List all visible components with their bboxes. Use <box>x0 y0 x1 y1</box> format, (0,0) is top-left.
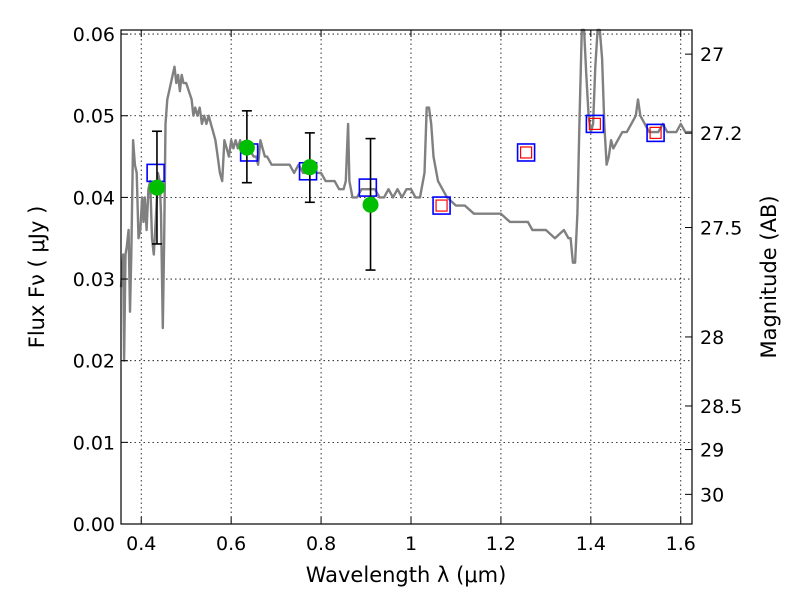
y-tick-label: 0.05 <box>73 106 115 128</box>
y-tick-label: 0.02 <box>73 351 115 373</box>
photometry-markers-layer <box>146 110 665 271</box>
y-tick-label: 0.04 <box>73 187 115 209</box>
blue-square-marker <box>358 178 378 197</box>
x-tick-label: 1.6 <box>666 533 696 555</box>
x-tick-label: 0.8 <box>306 533 336 555</box>
x-tick-label: 0.6 <box>216 533 246 555</box>
mag-tick-label: 30 <box>700 484 724 506</box>
axis-ticks-layer: 0.4 0.6 0.8 1 1.2 1.4 1.6 0.00 0.01 0.02 0.03 0.04 0… <box>73 24 743 555</box>
model-spectrum-layer <box>119 28 692 362</box>
grid-lines <box>121 30 692 525</box>
model-spectrum-line <box>119 28 692 362</box>
blue-square-marker <box>432 196 451 215</box>
y-tick-label: 0.03 <box>73 269 115 291</box>
y-tick-label: 0.00 <box>73 514 115 536</box>
green-data-point <box>238 139 255 156</box>
plot-frame <box>120 29 693 525</box>
x-tick-label: 1.4 <box>576 533 606 555</box>
mag-tick-label: 27 <box>700 44 724 66</box>
green-data-point <box>362 196 379 213</box>
x-axis-label: Wavelength λ (μm) <box>306 563 507 587</box>
red-square-marker <box>435 199 448 212</box>
blue-square-marker <box>516 143 536 162</box>
green-data-point <box>301 159 318 176</box>
x-tick-label: 1.2 <box>486 533 516 555</box>
mag-tick-label: 29 <box>700 440 724 462</box>
y-tick-label: 0.01 <box>73 432 115 454</box>
red-square-marker <box>588 117 601 131</box>
red-square-marker <box>649 126 662 139</box>
y-tick-label: 0.06 <box>73 24 115 46</box>
mag-tick-label: 27.2 <box>700 123 742 145</box>
red-square-marker <box>519 146 533 159</box>
y-axis-label: Flux Fν ( μJy ) <box>25 206 49 349</box>
mag-tick-label: 28.5 <box>700 396 742 418</box>
mag-tick-label: 27.5 <box>700 218 742 240</box>
x-tick-label: 0.4 <box>126 533 156 555</box>
mag-tick-label: 28 <box>700 327 724 349</box>
green-data-point <box>148 179 165 196</box>
blue-square-marker <box>646 123 665 143</box>
y-axis-right-label: Magnitude (AB) <box>757 195 781 358</box>
blue-square-marker <box>585 114 605 134</box>
x-tick-label: 1 <box>405 533 417 555</box>
blue-square-marker <box>146 163 165 183</box>
